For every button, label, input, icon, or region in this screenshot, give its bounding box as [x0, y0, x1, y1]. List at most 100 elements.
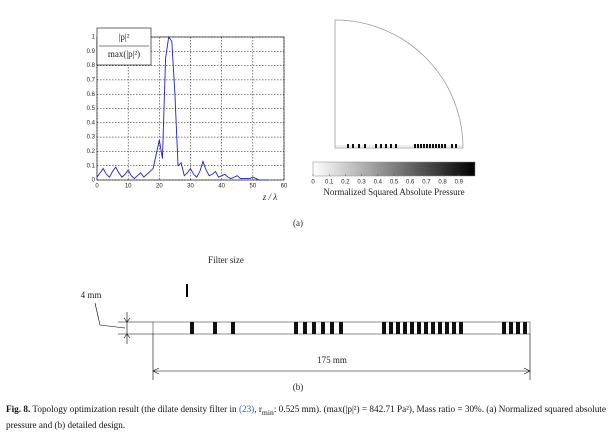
y-tick-label: 0.9 — [87, 49, 96, 55]
caption-sub: min — [261, 407, 274, 417]
x-tick-label: 10 — [125, 184, 132, 190]
design-mark — [294, 322, 298, 334]
design-mark — [364, 144, 366, 148]
colorbar-title: Normalized Squared Absolute Pressure — [323, 187, 464, 197]
design-mark — [389, 322, 393, 334]
panel-label: (a) — [293, 218, 303, 228]
design-mark — [385, 144, 387, 148]
data-line — [96, 35, 269, 181]
legend-box — [96, 27, 152, 66]
colorbar — [312, 161, 476, 177]
design-marks — [190, 322, 527, 334]
colorbar-tick-label: 0.2 — [341, 180, 350, 186]
design-mark — [190, 322, 194, 334]
design-mark — [438, 144, 440, 148]
x-tick-label: 50 — [249, 184, 256, 190]
y-tick-label: 0.1 — [87, 163, 96, 169]
design-mark — [396, 322, 400, 334]
design-mark — [444, 144, 446, 148]
caption-text: : 0.525 mm). (max(|p|²) = 842.71 Pa²), M… — [6, 404, 606, 430]
y-tick-label: 0.5 — [87, 106, 96, 112]
x-axis-label: z / λ — [262, 192, 278, 202]
design-mark — [432, 144, 434, 148]
y-tick-label: 0 — [92, 178, 96, 184]
colorbar-tick-label: 0.8 — [438, 180, 447, 186]
design-mark — [455, 144, 457, 148]
x-tick-label: 20 — [156, 184, 163, 190]
y-tick-label: 0.6 — [87, 92, 96, 98]
design-mark — [312, 322, 316, 334]
design-mark — [438, 322, 442, 334]
caption: Fig. 8. Topology optimization result (th… — [6, 403, 606, 431]
design-mark — [410, 322, 414, 334]
design-mark — [303, 322, 307, 334]
colorbar-tick-label: 0.1 — [325, 180, 334, 186]
design-mark — [451, 144, 453, 148]
plot-frame — [96, 36, 285, 181]
design-mark — [321, 322, 325, 334]
quarter-domain — [334, 19, 464, 149]
y-tick-label: 0.3 — [87, 135, 96, 141]
colorbar-tick-label: 0.5 — [390, 180, 399, 186]
design-marks — [335, 144, 463, 148]
design-mark — [417, 322, 421, 334]
design-mark — [502, 322, 506, 334]
colorbar-tick-label: 0.9 — [455, 180, 464, 186]
legend-text: |p|² — [119, 32, 130, 42]
design-mark — [231, 322, 235, 334]
design-mark — [509, 322, 513, 334]
caption-ref[interactable]: (23) — [238, 404, 255, 414]
colorbar-tick-label: 0.3 — [357, 180, 366, 186]
design-mark — [352, 144, 354, 148]
x-tick-label: 0 — [95, 184, 99, 190]
design-mark — [213, 322, 217, 334]
colorbar-tick-label: 0.4 — [374, 180, 383, 186]
y-tick-label: 0.2 — [87, 149, 96, 155]
design-mark — [423, 144, 425, 148]
design-mark — [358, 144, 360, 148]
design-mark — [330, 322, 334, 334]
design-mark — [382, 322, 386, 334]
design-mark — [426, 144, 428, 148]
caption-text: Topology optimization result (the dilate… — [30, 404, 239, 414]
filter-label: Filter size — [208, 255, 244, 265]
thickness-label: 4 mm — [81, 290, 102, 300]
design-mark — [414, 144, 416, 148]
caption-text: , r — [254, 404, 262, 414]
design-mark — [380, 144, 382, 148]
colorbar-tick-label: 0.6 — [406, 180, 415, 186]
design-mark — [431, 322, 435, 334]
arrows — [152, 367, 531, 375]
y-tick-label: 0.7 — [87, 77, 96, 83]
x-tick-label: 60 — [281, 184, 288, 190]
figure-graphics: (a) Filter size 4 mm 175 mm (b) 0 0.1 0.2 0… — [81, 19, 531, 392]
design-mark — [459, 322, 463, 334]
x-tick-label: 40 — [218, 184, 225, 190]
caption-label: Fig. 8. — [6, 404, 31, 414]
length-label: 175 mm — [317, 355, 347, 365]
design-mark — [516, 322, 520, 334]
design-mark — [403, 322, 407, 334]
colorbar-tick-label: 0.7 — [422, 180, 431, 186]
design-mark — [523, 322, 527, 334]
y-tick-label: 1 — [92, 35, 96, 41]
design-mark — [390, 144, 392, 148]
y-tick-label: 0.8 — [87, 63, 96, 69]
design-mark — [429, 144, 431, 148]
leader — [94, 302, 126, 329]
design-mark — [424, 322, 428, 334]
design-mark — [420, 144, 422, 148]
design-mark — [441, 144, 443, 148]
panel-label: (b) — [293, 382, 304, 392]
x-tick-label: 30 — [187, 184, 194, 190]
design-mark — [417, 144, 419, 148]
design-mark — [445, 322, 449, 334]
design-mark — [339, 322, 343, 334]
legend-text: max(|p|²) — [108, 49, 140, 59]
design-mark — [347, 144, 349, 148]
y-tick-label: 0.4 — [87, 120, 96, 126]
design-mark — [395, 144, 397, 148]
design-mark — [435, 144, 437, 148]
